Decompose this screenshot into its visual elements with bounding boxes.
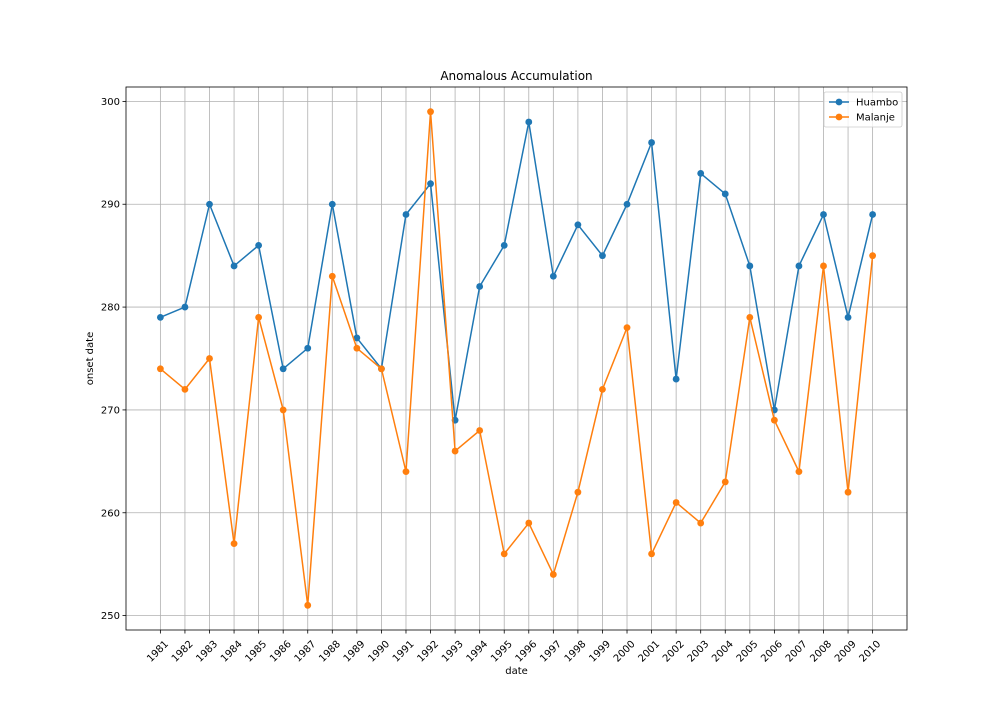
data-point-malanje (672, 499, 680, 506)
legend-label-malanje: Malanje (856, 113, 895, 124)
data-point-huambo (156, 313, 164, 321)
data-point-malanje (574, 488, 582, 496)
data-point-huambo (181, 303, 189, 311)
legend-marker-huambo (835, 98, 843, 106)
data-point-malanje (402, 468, 410, 476)
legend: Huambo Malanje (823, 91, 903, 128)
data-point-huambo (230, 262, 238, 270)
series-line-huambo (160, 121, 874, 421)
data-point-malanje (623, 324, 631, 332)
data-point-malanje (599, 385, 606, 393)
plot-frame (125, 86, 908, 631)
data-point-malanje (476, 427, 484, 434)
y-tick-label: 280 (101, 303, 120, 314)
series-layer (156, 108, 877, 609)
data-point-huambo (599, 252, 606, 260)
series-malanje (156, 108, 877, 609)
data-point-malanje (255, 313, 263, 321)
data-point-malanje (328, 272, 336, 280)
data-point-malanje (500, 550, 508, 558)
data-point-huambo (402, 211, 410, 218)
data-point-huambo (697, 169, 705, 177)
data-point-malanje (648, 550, 655, 558)
data-point-huambo (206, 200, 213, 208)
data-point-huambo (255, 241, 263, 249)
data-point-huambo (869, 211, 877, 218)
data-point-malanje (378, 365, 385, 373)
y-tick-label: 250 (101, 611, 120, 622)
data-point-huambo (746, 262, 754, 270)
data-point-huambo (844, 313, 852, 321)
y-axis-title: onset date (85, 332, 96, 385)
data-point-huambo (525, 118, 533, 126)
legend-marker-malanje (835, 113, 843, 121)
data-point-malanje (279, 406, 287, 414)
data-point-malanje (156, 365, 164, 373)
data-point-malanje (206, 355, 213, 362)
data-point-huambo (721, 190, 729, 198)
data-point-malanje (549, 571, 557, 578)
y-tick-label: 260 (101, 508, 120, 519)
data-point-malanje (795, 468, 803, 476)
data-point-malanje (869, 252, 877, 260)
data-point-huambo (574, 221, 582, 229)
x-axis-title: date (505, 666, 528, 677)
data-point-huambo (427, 180, 434, 188)
data-point-malanje (820, 262, 827, 270)
data-point-huambo (279, 365, 287, 373)
data-point-malanje (451, 447, 459, 455)
data-point-malanje (525, 519, 533, 527)
data-point-huambo (623, 200, 631, 208)
data-point-huambo (820, 211, 827, 218)
series-huambo (156, 118, 877, 424)
data-point-malanje (230, 540, 238, 548)
data-point-huambo (672, 375, 680, 383)
data-point-huambo (500, 241, 508, 249)
data-point-huambo (795, 262, 803, 270)
data-point-huambo (353, 334, 361, 342)
data-point-huambo (328, 200, 336, 208)
data-point-malanje (304, 601, 312, 609)
data-point-huambo (549, 272, 557, 280)
y-tick-label: 270 (101, 405, 120, 416)
y-tick-label: 290 (101, 200, 120, 211)
data-point-malanje (770, 416, 778, 424)
grid (126, 87, 907, 630)
legend-box (823, 91, 903, 128)
series-line-malanje (159, 110, 874, 607)
data-point-huambo (476, 283, 484, 290)
data-point-malanje (746, 313, 754, 321)
data-point-malanje (181, 385, 189, 393)
data-point-malanje (721, 478, 729, 486)
data-point-huambo (304, 344, 312, 352)
y-tick-label: 300 (101, 97, 120, 108)
data-point-malanje (353, 344, 361, 352)
legend-label-huambo: Huambo (856, 98, 898, 109)
chart-title: Anomalous Accumulation (440, 69, 592, 83)
data-point-malanje (427, 108, 434, 116)
data-point-huambo (648, 139, 655, 146)
data-point-malanje (844, 488, 852, 496)
data-point-malanje (697, 519, 705, 527)
